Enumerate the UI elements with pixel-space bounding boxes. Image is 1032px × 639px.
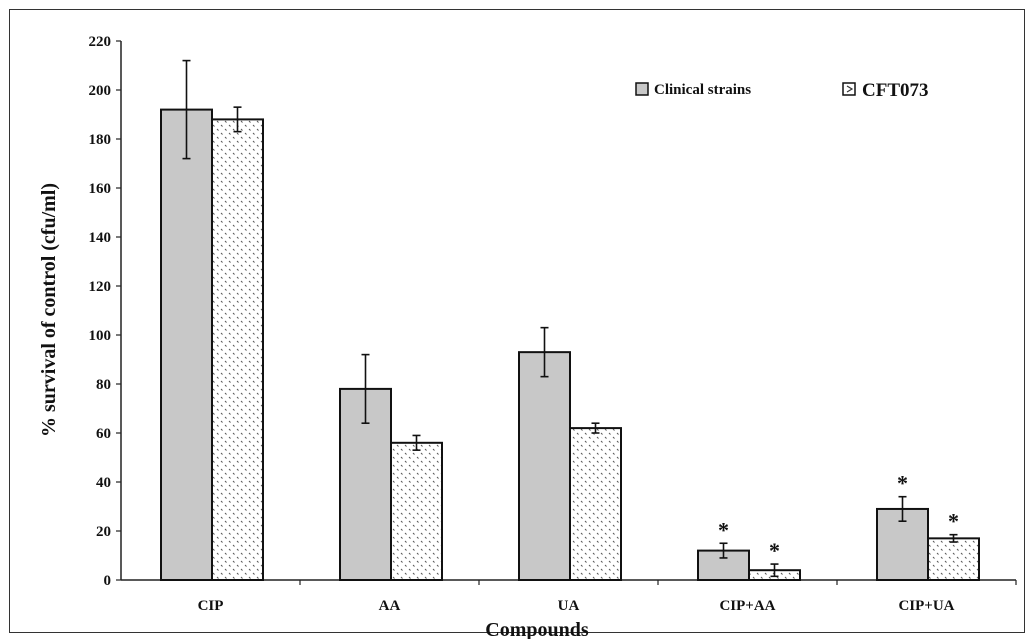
bar-cft073-ua <box>569 427 622 581</box>
bars <box>160 108 980 582</box>
y-tick-label: 120 <box>89 279 112 295</box>
y-tick-label: 80 <box>96 377 111 393</box>
legend-swatch-dot <box>846 85 854 93</box>
bar-cft073-cip-ua <box>927 537 980 581</box>
y-tick-label: 40 <box>96 475 111 491</box>
y-tick-label: 140 <box>89 230 112 246</box>
y-tick-label: 100 <box>89 328 112 344</box>
y-tick-label: 180 <box>89 132 112 148</box>
significance-star: * <box>948 509 959 534</box>
legend-label-clinical: Clinical strains <box>654 82 751 98</box>
error-bars <box>182 59 958 578</box>
legend-swatch-cft073 <box>842 82 856 96</box>
y-tick-label: 20 <box>96 524 111 540</box>
y-tick-label: 60 <box>96 426 111 442</box>
bar-cft073-cip <box>211 118 264 582</box>
legend: Clinical strains CFT073 <box>635 80 929 101</box>
x-category-label: AA <box>379 598 401 614</box>
significance-star: * <box>769 538 780 563</box>
x-category-label: CIP+AA <box>719 598 775 614</box>
x-category-label: CIP <box>198 598 224 614</box>
legend-label-cft073: CFT073 <box>862 80 929 101</box>
significance-star: * <box>897 471 908 496</box>
y-tick-label: 200 <box>89 83 112 99</box>
y-tick-label: 0 <box>104 573 112 589</box>
y-tick-label: 220 <box>89 34 112 50</box>
legend-swatch-clinical <box>635 82 649 96</box>
labels: 0 20 40 60 80 100 120 140 160 180 200 220 CIP AA UA CIP… <box>38 34 959 639</box>
x-category-label: CIP+UA <box>898 598 954 614</box>
x-axis-title: Compounds <box>485 619 589 639</box>
y-tick-label: 160 <box>89 181 112 197</box>
significance-star: * <box>718 517 729 542</box>
bar-clinical-ua <box>518 351 571 581</box>
y-axis-title: % survival of control (cfu/ml) <box>38 183 60 437</box>
x-category-label: UA <box>558 598 580 614</box>
bar-cft073-aa <box>390 441 443 581</box>
bar-clinical-cip <box>160 108 213 581</box>
